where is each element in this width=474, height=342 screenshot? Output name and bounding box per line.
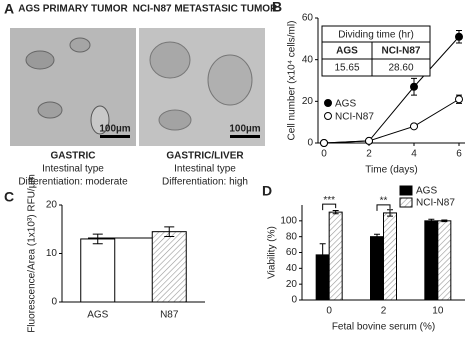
y-tick-label: 20 xyxy=(46,200,58,211)
y-tick-label: 40 xyxy=(286,263,298,274)
panel-letter: B xyxy=(272,0,282,15)
legend-label: AGS xyxy=(335,99,356,110)
series-line xyxy=(323,98,460,144)
bar xyxy=(328,211,343,301)
error-bar xyxy=(319,243,326,267)
error-bar xyxy=(387,209,393,217)
x-tick-label: 10 xyxy=(432,306,444,317)
bar xyxy=(437,220,452,301)
image-title: AGS PRIMARY TUMOR xyxy=(18,4,128,15)
point xyxy=(320,139,328,147)
y-axis-label: Fluorescence/Area (1x10³) RFU/µm xyxy=(27,174,38,333)
x-tick-label: 0 xyxy=(321,149,327,160)
table-box xyxy=(321,25,431,77)
type-label: Intestinal type xyxy=(174,164,236,175)
scale-label: 100µm xyxy=(229,124,260,135)
y-axis-label: Viability (%) xyxy=(267,226,278,279)
x-axis-label: Time (days) xyxy=(365,165,417,176)
legend-marker xyxy=(324,99,332,107)
significance-label: *** xyxy=(323,195,335,206)
legend-label: NCI-N87 xyxy=(335,112,374,123)
legend-marker xyxy=(324,112,332,120)
y-tick-label: 80 xyxy=(286,231,298,242)
point xyxy=(365,136,373,145)
type-label: Intestinal type xyxy=(42,164,104,175)
bar xyxy=(383,212,397,301)
panel-letter: C xyxy=(4,189,14,205)
bar xyxy=(151,231,187,303)
table-header: AGS xyxy=(336,46,358,57)
x-tick-label: AGS xyxy=(87,310,108,321)
image-title: NCI-N87 METASTASIC TUMOR xyxy=(133,4,278,15)
bar xyxy=(80,238,116,303)
point xyxy=(455,95,463,104)
point xyxy=(455,32,463,41)
micrograph xyxy=(10,28,136,146)
site-label: GASTRIC xyxy=(51,151,96,162)
micrograph xyxy=(139,28,265,146)
error-bar xyxy=(332,210,339,215)
error-bar xyxy=(164,226,175,238)
table-header: NCI-N87 xyxy=(382,46,421,57)
x-tick-label: 2 xyxy=(381,306,387,317)
y-tick-label: 40 xyxy=(302,54,314,65)
y-axis-label: Cell number (x10⁴ cells/ml) xyxy=(287,21,298,141)
panel-letter: D xyxy=(262,183,272,199)
y-tick-label: 0 xyxy=(291,295,297,306)
y-tick-label: 10 xyxy=(46,248,58,259)
bar xyxy=(424,220,439,301)
x-tick-label: 6 xyxy=(456,149,462,160)
table-cell: 15.65 xyxy=(334,63,359,74)
diff-label: Differentiation: moderate xyxy=(18,177,128,188)
y-tick-label: 100 xyxy=(280,215,297,226)
table-cell: 28.60 xyxy=(388,63,413,74)
error-bar xyxy=(92,233,103,245)
significance-bracket xyxy=(322,203,337,211)
panel-letter: A xyxy=(4,1,14,17)
y-tick-label: 0 xyxy=(307,138,313,149)
x-tick-label: 2 xyxy=(366,149,372,160)
y-tick-label: 20 xyxy=(302,96,314,107)
significance-bracket xyxy=(376,204,391,211)
x-axis-label: Fetal bovine serum (%) xyxy=(332,322,435,333)
y-tick-label: 0 xyxy=(51,297,57,308)
legend-marker xyxy=(399,197,413,208)
x-tick-label: 4 xyxy=(411,149,417,160)
x-tick-label: N87 xyxy=(160,310,179,321)
scale-label: 100µm xyxy=(99,124,130,135)
error-bar xyxy=(441,219,448,223)
diff-label: Differentiation: high xyxy=(162,177,248,188)
error-bar xyxy=(374,233,380,240)
legend-marker xyxy=(399,185,413,196)
point xyxy=(410,82,418,91)
y-tick-label: 20 xyxy=(286,279,298,290)
table-title: Dividing time (hr) xyxy=(338,30,414,41)
legend-label: AGS xyxy=(416,186,437,197)
point xyxy=(410,122,418,131)
y-tick-label: 60 xyxy=(302,13,314,24)
site-label: GASTRIC/LIVER xyxy=(166,151,244,162)
bar xyxy=(370,236,384,301)
x-tick-label: 0 xyxy=(326,306,332,317)
legend-label: NCI-N87 xyxy=(416,198,455,209)
error-bar xyxy=(428,218,435,223)
significance-label: ** xyxy=(380,196,388,207)
y-tick-label: 60 xyxy=(286,247,298,258)
